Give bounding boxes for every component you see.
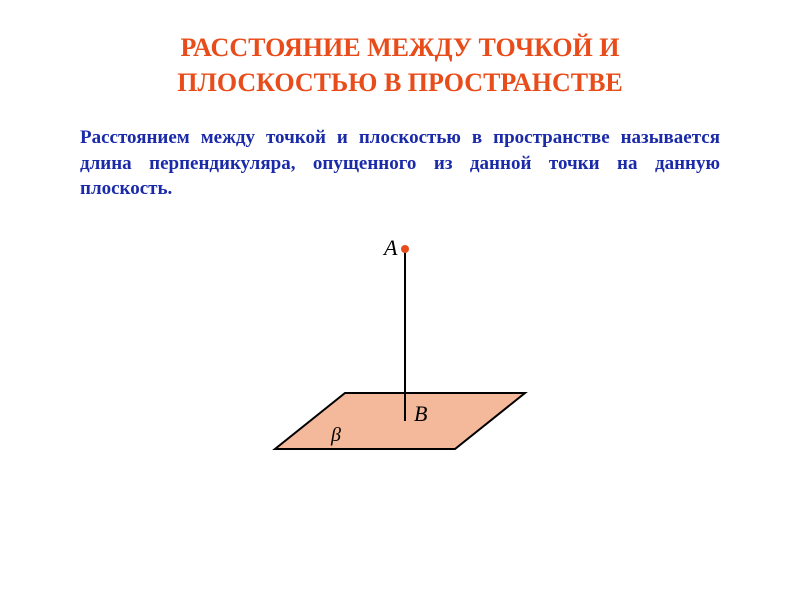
diagram-container: A B β xyxy=(0,222,800,487)
point-a-dot xyxy=(401,245,409,253)
label-beta: β xyxy=(330,424,341,446)
label-a: A xyxy=(382,235,398,260)
plane-shape xyxy=(275,393,525,449)
page-title: РАССТОЯНИЕ МЕЖДУ ТОЧКОЙ И ПЛОСКОСТЬЮ В П… xyxy=(0,0,800,120)
geometry-diagram: A B β xyxy=(235,227,565,487)
definition-text: Расстоянием между точкой и плоскостью в … xyxy=(0,120,800,222)
label-b: B xyxy=(414,401,427,426)
